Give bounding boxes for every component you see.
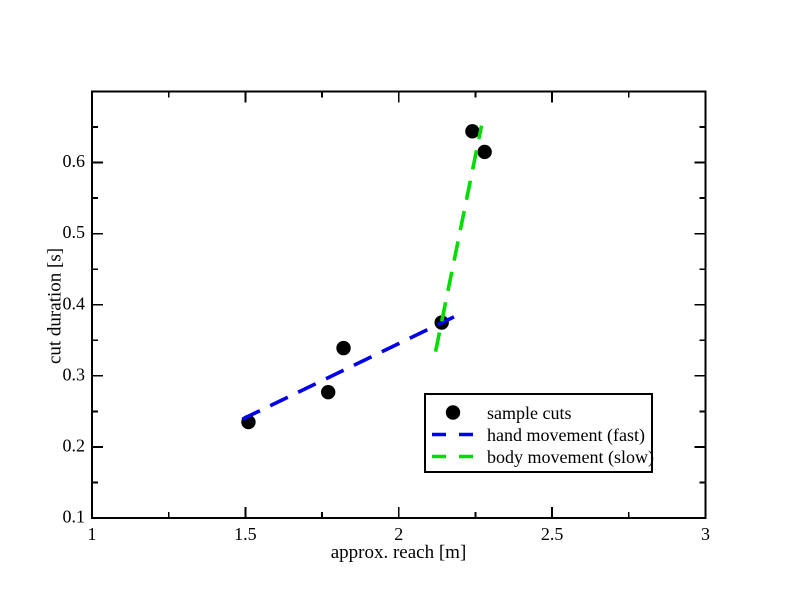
legend-item-hand-movement-fast: hand movement (fast) bbox=[432, 425, 645, 446]
legend-item-sample-cuts: sample cuts bbox=[445, 403, 571, 423]
y-axis-title: cut duration [s] bbox=[45, 248, 66, 364]
x-tick-labels: 1 1.5 2 2.5 3 bbox=[88, 524, 711, 544]
data-point bbox=[465, 124, 480, 139]
x-axis-title: approx. reach [m] bbox=[331, 542, 467, 563]
x-tick-label: 1.5 bbox=[234, 524, 257, 544]
y-tick-label: 0.4 bbox=[63, 293, 86, 313]
x-tick-label: 2.5 bbox=[541, 524, 564, 544]
y-tick-labels: 0.1 0.2 0.3 0.4 0.5 0.6 bbox=[63, 151, 86, 526]
legend-label: hand movement (fast) bbox=[487, 425, 645, 446]
series-body-movement-slow bbox=[433, 125, 484, 353]
legend-item-body-movement-slow: body movement (slow) bbox=[432, 447, 654, 468]
y-tick-label: 0.3 bbox=[63, 364, 86, 384]
legend-marker-circle bbox=[445, 405, 461, 420]
legend-label: body movement (slow) bbox=[487, 447, 654, 468]
chart-layer: 1 1.5 2 2.5 3 0.1 0.2 0.3 0.4 0.5 0.6 sample cutsha… bbox=[63, 90, 711, 544]
data-point bbox=[477, 144, 492, 160]
y-tick-label: 0.6 bbox=[63, 151, 86, 171]
data-point bbox=[336, 340, 351, 356]
y-tick-label: 0.2 bbox=[63, 435, 86, 455]
data-point bbox=[320, 384, 336, 400]
x-tick-label: 3 bbox=[701, 524, 710, 544]
legend-label: sample cuts bbox=[487, 403, 571, 423]
x-tick-label: 2 bbox=[394, 524, 403, 544]
axis-ticks bbox=[91, 91, 707, 519]
series-hand-movement-fast bbox=[241, 315, 455, 421]
series-sample-cuts bbox=[241, 124, 492, 430]
y-tick-label: 0.1 bbox=[63, 507, 86, 527]
y-tick-label: 0.5 bbox=[63, 222, 86, 242]
x-tick-label: 1 bbox=[88, 524, 97, 544]
